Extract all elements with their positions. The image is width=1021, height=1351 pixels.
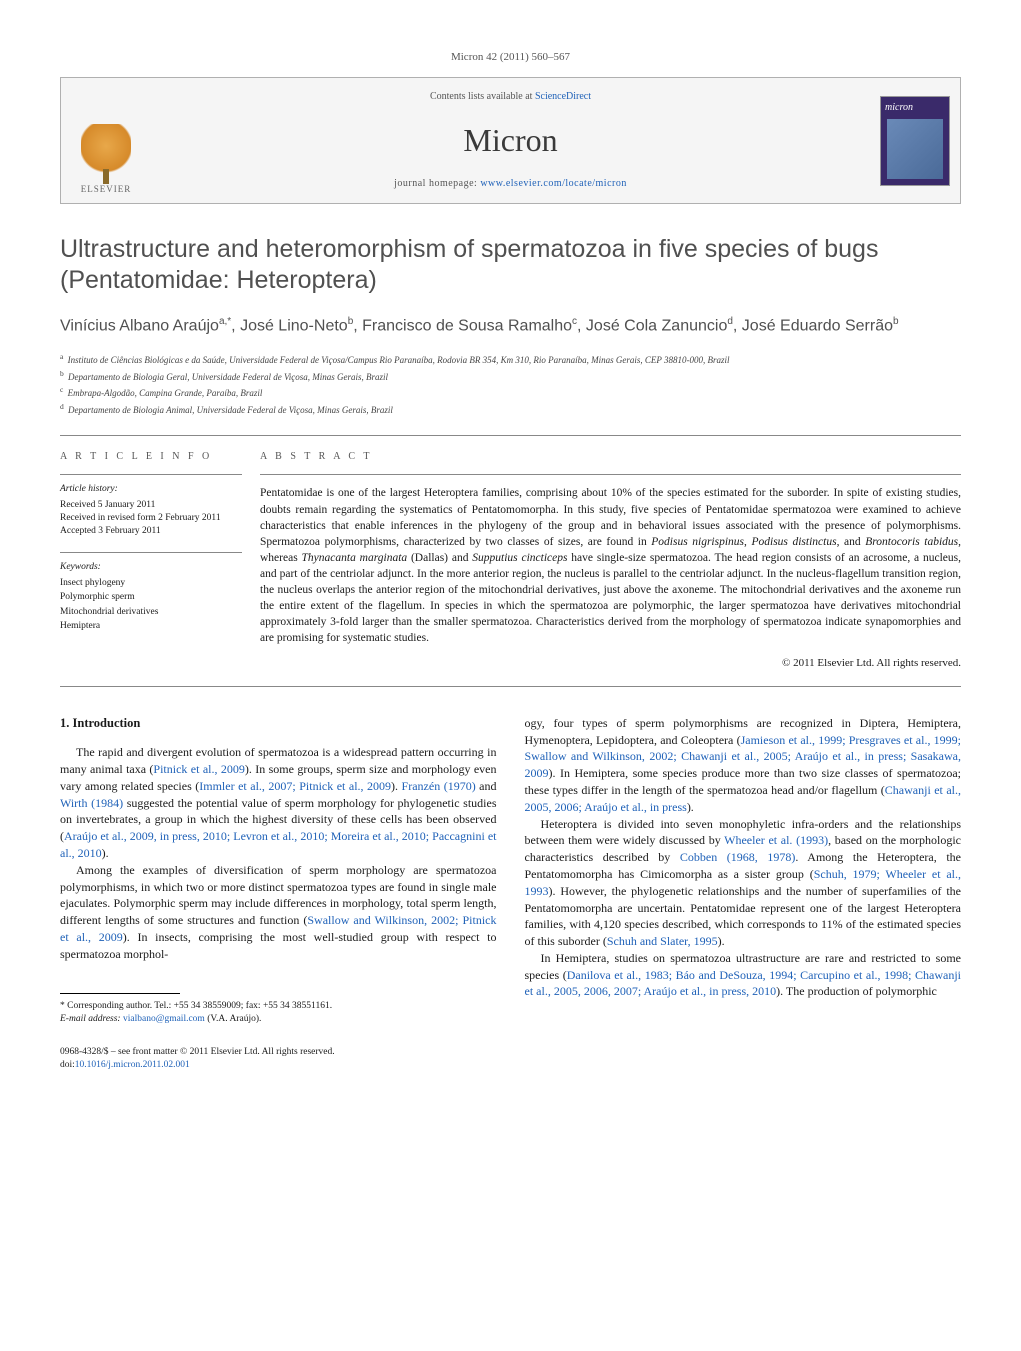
body-paragraph: Among the examples of diversification of… — [60, 862, 497, 963]
body-paragraph: Heteroptera is divided into seven monoph… — [525, 816, 962, 950]
footer-doi-line: doi:10.1016/j.micron.2011.02.001 — [60, 1059, 961, 1072]
abstract-text: Pentatomidae is one of the largest Heter… — [260, 485, 961, 646]
affiliation-list: a Instituto de Ciências Biológicas e da … — [60, 351, 961, 417]
abstract-rule — [260, 474, 961, 475]
body-paragraph: ogy, four types of sperm polymorphisms a… — [525, 715, 962, 816]
history-line: Accepted 3 February 2011 — [60, 525, 242, 538]
body-paragraph: In Hemiptera, studies on spermatozoa ult… — [525, 950, 962, 1000]
corresponding-author-footnote: * Corresponding author. Tel.: +55 34 385… — [60, 1000, 497, 1027]
homepage-prefix: journal homepage: — [394, 178, 480, 189]
keyword: Polymorphic sperm — [60, 590, 242, 604]
homepage-line: journal homepage: www.elsevier.com/locat… — [161, 177, 860, 191]
history-line: Received 5 January 2011 — [60, 499, 242, 512]
affiliation: b Departamento de Biologia Geral, Univer… — [60, 368, 961, 385]
journal-name: Micron — [161, 118, 860, 163]
affiliation: c Embrapa-Algodão, Campina Grande, Paraí… — [60, 384, 961, 401]
abstract-copyright: © 2011 Elsevier Ltd. All rights reserved… — [260, 656, 961, 671]
affil-text: Departamento de Biologia Animal, Univers… — [68, 405, 393, 415]
affil-mark: d — [60, 402, 64, 411]
body-column-left: 1. Introduction The rapid and divergent … — [60, 715, 497, 1026]
article-history-head: Article history: — [60, 483, 242, 496]
article-info-label: A R T I C L E I N F O — [60, 450, 242, 464]
article-info-column: A R T I C L E I N F O Article history: R… — [60, 435, 260, 686]
affil-text: Embrapa-Algodão, Campina Grande, Paraíba… — [68, 388, 263, 398]
abstract-column: A B S T R A C T Pentatomidae is one of t… — [260, 435, 961, 686]
cover-thumb-image — [887, 119, 943, 179]
author-list: Vinícius Albano Araújoa,*, José Lino-Net… — [60, 315, 961, 338]
footer-copyright-line: 0968-4328/$ – see front matter © 2011 El… — [60, 1046, 961, 1059]
running-header: Micron 42 (2011) 560–567 — [60, 50, 961, 65]
affil-mark: b — [60, 369, 64, 378]
affiliation: d Departamento de Biologia Animal, Unive… — [60, 401, 961, 418]
affil-mark: c — [60, 385, 63, 394]
section-title: Introduction — [73, 716, 141, 730]
email-label: E-mail address: — [60, 1014, 121, 1024]
body-column-right: ogy, four types of sperm polymorphisms a… — [525, 715, 962, 1026]
keyword: Mitochondrial derivatives — [60, 605, 242, 619]
affil-text: Instituto de Ciências Biológicas e da Sa… — [68, 355, 730, 365]
publisher-name: ELSEVIER — [81, 183, 132, 196]
footnote-rule — [60, 993, 180, 994]
info-rule — [60, 474, 242, 475]
page-footer: 0968-4328/$ – see front matter © 2011 El… — [60, 1046, 961, 1073]
article-title: Ultrastructure and heteromorphism of spe… — [60, 234, 961, 297]
info-abstract-row: A R T I C L E I N F O Article history: R… — [60, 435, 961, 686]
affiliation: a Instituto de Ciências Biológicas e da … — [60, 351, 961, 368]
affil-mark: a — [60, 352, 63, 361]
corr-email-line: E-mail address: vialbano@gmail.com (V.A.… — [60, 1013, 497, 1026]
banner-center: Contents lists available at ScienceDirec… — [151, 78, 870, 203]
affil-text: Departamento de Biologia Geral, Universi… — [68, 372, 388, 382]
keyword: Hemiptera — [60, 619, 242, 633]
doi-prefix: doi: — [60, 1060, 75, 1070]
corr-email-who: (V.A. Araújo). — [207, 1014, 261, 1024]
body-two-column: 1. Introduction The rapid and divergent … — [60, 715, 961, 1026]
elsevier-tree-icon — [81, 124, 131, 179]
cover-thumb-title: micron — [885, 101, 945, 115]
contents-prefix: Contents lists available at — [430, 91, 535, 102]
section-number: 1. — [60, 716, 69, 730]
homepage-link[interactable]: www.elsevier.com/locate/micron — [480, 178, 627, 189]
corr-author-line: * Corresponding author. Tel.: +55 34 385… — [60, 1000, 497, 1013]
contents-line: Contents lists available at ScienceDirec… — [161, 90, 860, 104]
body-paragraph: The rapid and divergent evolution of spe… — [60, 744, 497, 862]
corr-email-link[interactable]: vialbano@gmail.com — [123, 1014, 205, 1024]
doi-link[interactable]: 10.1016/j.micron.2011.02.001 — [75, 1060, 190, 1070]
keywords-head: Keywords: — [60, 561, 242, 574]
sciencedirect-link[interactable]: ScienceDirect — [535, 91, 591, 102]
cover-thumb-slot: micron — [870, 78, 960, 203]
journal-banner: ELSEVIER Contents lists available at Sci… — [60, 77, 961, 204]
publisher-logo-slot: ELSEVIER — [61, 78, 151, 203]
journal-cover-thumb: micron — [880, 96, 950, 186]
history-line: Received in revised form 2 February 2011 — [60, 512, 242, 525]
info-rule — [60, 552, 242, 553]
section-heading: 1. Introduction — [60, 715, 497, 733]
keyword: Insect phylogeny — [60, 576, 242, 590]
elsevier-logo: ELSEVIER — [71, 115, 141, 195]
abstract-label: A B S T R A C T — [260, 450, 961, 464]
